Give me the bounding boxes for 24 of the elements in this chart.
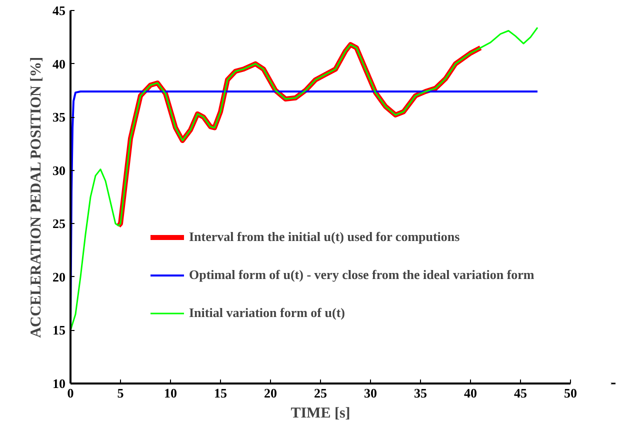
x-tick-label: 50 [564,386,577,400]
x-tick-label: 20 [264,386,277,400]
y-tick-label: 15 [52,322,66,338]
x-tick-label: 5 [117,386,124,400]
x-tick-label: 10 [164,386,177,400]
x-tick-label: 0 [67,386,74,400]
x-tick-label: 45 [514,386,528,400]
y-tick-label: 40 [52,56,66,72]
x-tick-label: 25 [314,386,328,400]
x-tick-label: 40 [464,386,477,400]
x-tick-label: 30 [364,386,377,400]
y-tick-label: 20 [52,269,66,284]
y-tick-label: 30 [52,162,66,178]
legend-label: Interval from the initial u(t) used for computions [189,229,460,245]
y-axis-title: ACCELERATION PEDAL POSITION [%] [28,56,44,338]
legend-label: Initial variation form of u(t) [189,305,345,321]
legend-label: Optimal form of u(t) - very close from the ideal variation form [189,267,534,283]
x-axis-title: TIME [s] [290,406,350,422]
x-tick-label: 15 [214,386,228,400]
y-tick-label: 45 [52,3,66,18]
y-tick-label: 35 [52,110,66,125]
x-tick-label: 35 [414,386,428,400]
y-tick-label: 25 [52,216,66,232]
y-tick-label: 10 [52,376,66,391]
